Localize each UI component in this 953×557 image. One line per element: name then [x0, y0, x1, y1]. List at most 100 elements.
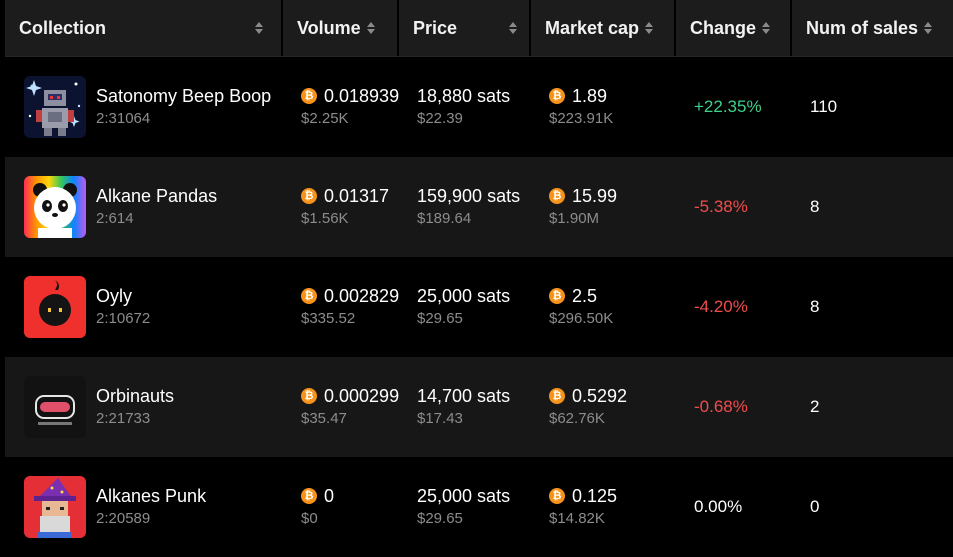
- sort-icon[interactable]: [255, 22, 263, 34]
- sort-icon[interactable]: [509, 22, 517, 34]
- table-row[interactable]: Oyly 2:10672 ₿ 0.002829 $335.52 25,000 sa…: [5, 257, 953, 357]
- change-cell: -5.38%: [694, 157, 748, 257]
- robot-avatar-icon[interactable]: [24, 76, 86, 138]
- collection-id: 2:31064: [96, 110, 151, 127]
- column-price-label: Price: [413, 17, 458, 38]
- sort-icon[interactable]: [762, 22, 771, 34]
- price-cell: 25,000 sats $29.65: [417, 257, 510, 357]
- change-value: -5.38%: [694, 197, 748, 216]
- marketcap-btc: 1.89: [572, 86, 608, 106]
- sales-count: 110: [810, 97, 838, 116]
- marketcap-usd: $296.50K: [549, 310, 614, 327]
- volume-usd: $1.56K: [301, 210, 349, 227]
- collection-cell[interactable]: Alkane Pandas 2:614: [96, 157, 217, 257]
- sales-cell: 0: [810, 457, 819, 557]
- column-volume-label: Volume: [297, 17, 361, 38]
- bitcoin-icon: ₿: [301, 88, 317, 104]
- table-row[interactable]: Orbinauts 2:21733 ₿ 0.000299 $35.47 14,70…: [5, 357, 953, 457]
- change-cell: 0.00%: [694, 457, 742, 557]
- volume-btc: 0.018939: [324, 86, 400, 106]
- wizard-punk-avatar-icon[interactable]: [24, 476, 86, 538]
- column-marketcap-label: Market cap: [545, 17, 640, 38]
- volume-cell: ₿ 0.002829 $335.52: [301, 257, 399, 357]
- volume-cell: ₿ 0 $0: [301, 457, 334, 557]
- sales-count: 8: [810, 197, 820, 216]
- column-price-header[interactable]: Price: [397, 0, 529, 56]
- column-change-label: Change: [690, 17, 757, 38]
- marketcap-cell: ₿ 2.5 $296.50K: [549, 257, 613, 357]
- sales-cell: 110: [810, 57, 837, 157]
- volume-cell: ₿ 0.01317 $1.56K: [301, 157, 389, 257]
- change-cell: +22.35%: [694, 57, 762, 157]
- collection-cell[interactable]: Alkanes Punk 2:20589: [96, 457, 206, 557]
- price-sats: 25,000 sats: [417, 286, 511, 306]
- collection-name[interactable]: Alkanes Punk: [96, 486, 207, 506]
- volume-btc: 0.01317: [324, 186, 390, 206]
- volume-cell: ₿ 0.000299 $35.47: [301, 357, 399, 457]
- price-usd: $22.39: [417, 110, 463, 127]
- volume-cell: ₿ 0.018939 $2.25K: [301, 57, 399, 157]
- bitcoin-icon: ₿: [549, 88, 565, 104]
- bitcoin-icon: ₿: [549, 388, 565, 404]
- sales-count: 2: [810, 397, 820, 416]
- collection-name[interactable]: Satonomy Beep Boop: [96, 86, 272, 106]
- bitcoin-icon: ₿: [301, 188, 317, 204]
- collection-name[interactable]: Oyly: [96, 286, 132, 306]
- marketcap-cell: ₿ 15.99 $1.90M: [549, 157, 617, 257]
- oyly-avatar-icon[interactable]: [24, 276, 86, 338]
- bitcoin-icon: ₿: [301, 288, 317, 304]
- column-change-header[interactable]: Change: [674, 0, 790, 56]
- sales-cell: 2: [810, 357, 819, 457]
- change-value: 0.00%: [694, 497, 743, 516]
- bitcoin-icon: ₿: [549, 188, 565, 204]
- marketcap-cell: ₿ 1.89 $223.91K: [549, 57, 613, 157]
- column-sales-header[interactable]: Num of sales: [790, 0, 948, 56]
- collection-cell[interactable]: Oyly 2:10672: [96, 257, 150, 357]
- column-collection-label: Collection: [19, 17, 107, 38]
- marketcap-btc: 0.5292: [572, 386, 628, 406]
- price-cell: 14,700 sats $17.43: [417, 357, 510, 457]
- orbinauts-avatar-icon[interactable]: [24, 376, 86, 438]
- volume-usd: $2.25K: [301, 110, 349, 127]
- collection-name[interactable]: Orbinauts: [96, 386, 175, 406]
- bitcoin-icon: ₿: [549, 288, 565, 304]
- marketcap-btc: 0.125: [572, 486, 618, 506]
- table-row[interactable]: Alkane Pandas 2:614 ₿ 0.01317 $1.56K 159,…: [5, 157, 953, 257]
- collection-cell[interactable]: Orbinauts 2:21733: [96, 357, 174, 457]
- price-usd: $29.65: [417, 510, 463, 527]
- price-cell: 159,900 sats $189.64: [417, 157, 520, 257]
- collection-id: 2:20589: [96, 510, 151, 527]
- collection-name[interactable]: Alkane Pandas: [96, 186, 218, 206]
- table-row[interactable]: Satonomy Beep Boop 2:31064 ₿ 0.018939 $2.…: [5, 57, 953, 157]
- column-collection-header[interactable]: Collection: [5, 0, 281, 56]
- collections-table: Collection Volume Price Market cap Chang…: [5, 0, 953, 557]
- change-cell: -4.20%: [694, 257, 748, 357]
- price-cell: 25,000 sats $29.65: [417, 457, 510, 557]
- change-value: +22.35%: [694, 97, 762, 116]
- sales-cell: 8: [810, 157, 819, 257]
- sort-icon[interactable]: [366, 22, 375, 34]
- volume-btc: 0.002829: [324, 286, 400, 306]
- price-usd: $17.43: [417, 410, 463, 427]
- price-cell: 18,880 sats $22.39: [417, 57, 510, 157]
- collection-cell[interactable]: Satonomy Beep Boop 2:31064: [96, 57, 271, 157]
- collection-id: 2:21733: [96, 410, 151, 427]
- column-volume-header[interactable]: Volume: [281, 0, 397, 56]
- panda-avatar-icon[interactable]: [24, 176, 86, 238]
- marketcap-usd: $1.90M: [549, 210, 600, 227]
- marketcap-usd: $14.82K: [549, 510, 605, 527]
- table-header: Collection Volume Price Market cap Chang…: [5, 0, 953, 57]
- volume-btc: 0.000299: [324, 386, 400, 406]
- sort-icon[interactable]: [924, 22, 933, 34]
- column-sales-label: Num of sales: [806, 17, 919, 38]
- sort-icon[interactable]: [645, 22, 654, 34]
- price-sats: 159,900 sats: [417, 186, 521, 206]
- bitcoin-icon: ₿: [301, 388, 317, 404]
- price-sats: 25,000 sats: [417, 486, 511, 506]
- sales-count: 8: [810, 297, 820, 316]
- column-marketcap-header[interactable]: Market cap: [529, 0, 674, 56]
- change-value: -0.68%: [694, 397, 748, 416]
- collection-id: 2:614: [96, 210, 134, 227]
- table-row[interactable]: Alkanes Punk 2:20589 ₿ 0 $0 25,000 sats $…: [5, 457, 953, 557]
- price-usd: $189.64: [417, 210, 472, 227]
